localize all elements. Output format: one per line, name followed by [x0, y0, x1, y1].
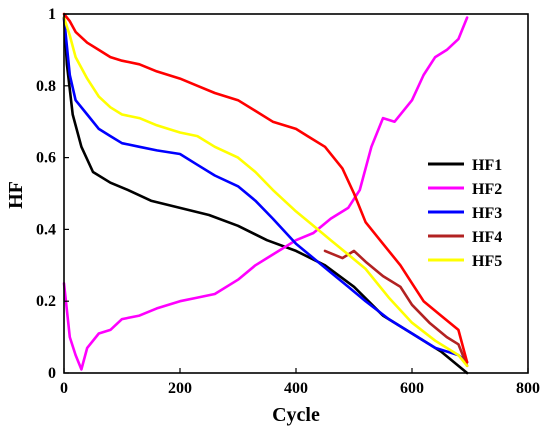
x-tick-label: 400	[284, 380, 308, 397]
x-tick-label: 0	[60, 380, 68, 397]
y-tick-label: 0.8	[36, 78, 56, 95]
y-tick-label: 0	[48, 365, 56, 382]
legend-label-hf4: HF4	[472, 229, 502, 246]
y-tick-label: 0.2	[36, 293, 56, 310]
series-layer	[62, 12, 469, 375]
legend: HF1 HF2 HF3 HF4 HF5	[420, 148, 522, 278]
legend-label-hf3: HF3	[472, 205, 502, 222]
legend-label-hf1: HF1	[472, 157, 502, 174]
legend-label-hf5: HF5	[472, 253, 502, 270]
series-line-hf2	[62, 16, 469, 371]
series-line-hf4	[323, 249, 469, 368]
x-tick-label: 800	[516, 380, 540, 397]
y-tick-label: 0.6	[36, 150, 56, 167]
series-line-hf3	[62, 16, 469, 364]
x-tick-label: 600	[400, 380, 424, 397]
tick-layer: 0 200 400 600 800 0 0.2 0.4 0.6 0.8 1	[36, 6, 540, 397]
legend-label-hf2: HF2	[472, 181, 502, 198]
y-tick-label: 1	[48, 6, 56, 23]
x-tick-label: 200	[168, 380, 192, 397]
x-axis-title: Cycle	[272, 404, 320, 426]
series-line-unnamed-red	[62, 12, 469, 364]
y-tick-label: 0.4	[36, 221, 56, 238]
series-line-hf5	[62, 16, 469, 368]
y-axis-title: HF	[5, 181, 27, 209]
